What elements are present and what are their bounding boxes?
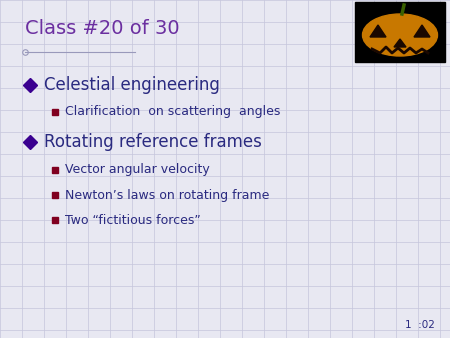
- Polygon shape: [370, 25, 386, 37]
- Text: Celestial engineering: Celestial engineering: [44, 76, 220, 94]
- Text: Vector angular velocity: Vector angular velocity: [65, 164, 210, 176]
- Bar: [355, 2, 445, 62]
- Text: Clarification  on scattering  angles: Clarification on scattering angles: [65, 105, 280, 119]
- Polygon shape: [414, 25, 430, 37]
- Polygon shape: [394, 39, 406, 47]
- Text: 1  :02: 1 :02: [405, 320, 435, 330]
- Ellipse shape: [363, 14, 437, 56]
- Text: Class #20 of 30: Class #20 of 30: [25, 19, 180, 38]
- Text: Two “fictitious forces”: Two “fictitious forces”: [65, 214, 201, 226]
- Text: Rotating reference frames: Rotating reference frames: [44, 133, 262, 151]
- Text: Newton’s laws on rotating frame: Newton’s laws on rotating frame: [65, 189, 270, 201]
